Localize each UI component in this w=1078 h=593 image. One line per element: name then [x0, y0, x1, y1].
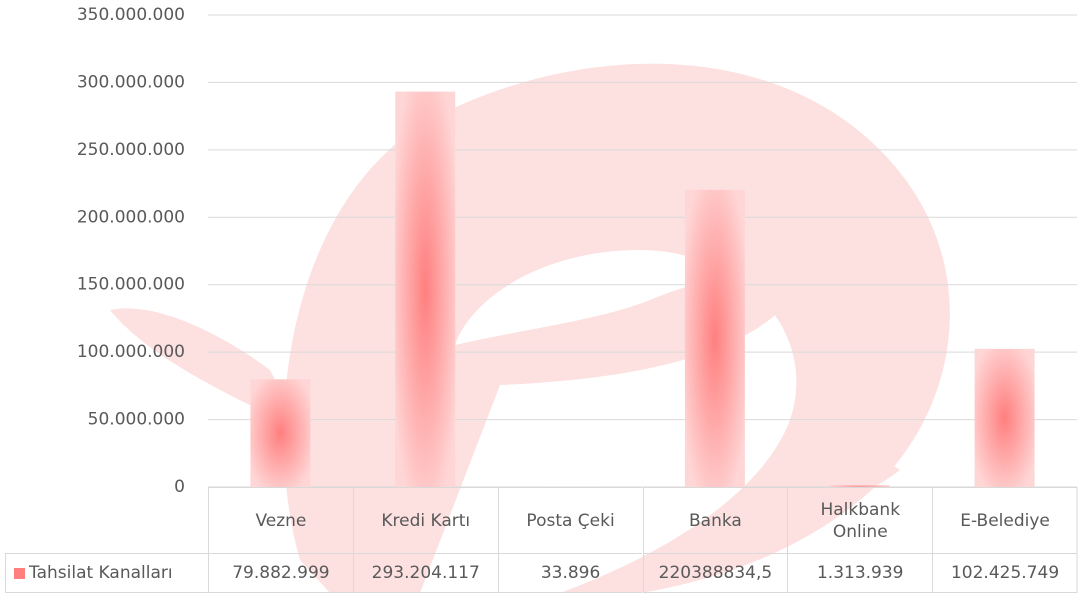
legend-label: Tahsilat Kanalları: [29, 563, 173, 583]
category-header: E-Belediye: [932, 487, 1077, 553]
y-tick-label: 150.000.000: [77, 275, 185, 295]
bar: [684, 189, 745, 487]
value-cell: 1.313.939: [787, 553, 933, 593]
category-header: Kredi Kartı: [352, 487, 498, 553]
y-tick-label: 350.000.000: [77, 5, 185, 25]
y-tick-label: 200.000.000: [77, 207, 185, 227]
legend-swatch: [14, 567, 25, 579]
y-tick-label: 50.000.000: [88, 410, 185, 430]
legend-cell: Tahsilat Kanalları: [5, 553, 208, 593]
value-cell: 102.425.749: [932, 553, 1077, 593]
bar: [829, 485, 890, 487]
bar: [250, 379, 311, 487]
bar: [395, 91, 456, 487]
value-cell: 33.896: [497, 553, 643, 593]
category-header: Halkbank Online: [787, 487, 933, 553]
bar: [974, 348, 1035, 487]
value-cell: 220388834,5: [642, 553, 788, 593]
category-header: Posta Çeki: [497, 487, 643, 553]
category-header: Banka: [642, 487, 788, 553]
y-tick-label: 100.000.000: [77, 342, 185, 362]
y-tick-label: 250.000.000: [77, 140, 185, 160]
value-cell: 293.204.117: [352, 553, 498, 593]
category-header: Vezne: [208, 487, 353, 553]
value-cell: 79.882.999: [208, 553, 353, 593]
y-tick-label: 0: [174, 477, 185, 497]
y-tick-label: 300.000.000: [77, 72, 185, 92]
